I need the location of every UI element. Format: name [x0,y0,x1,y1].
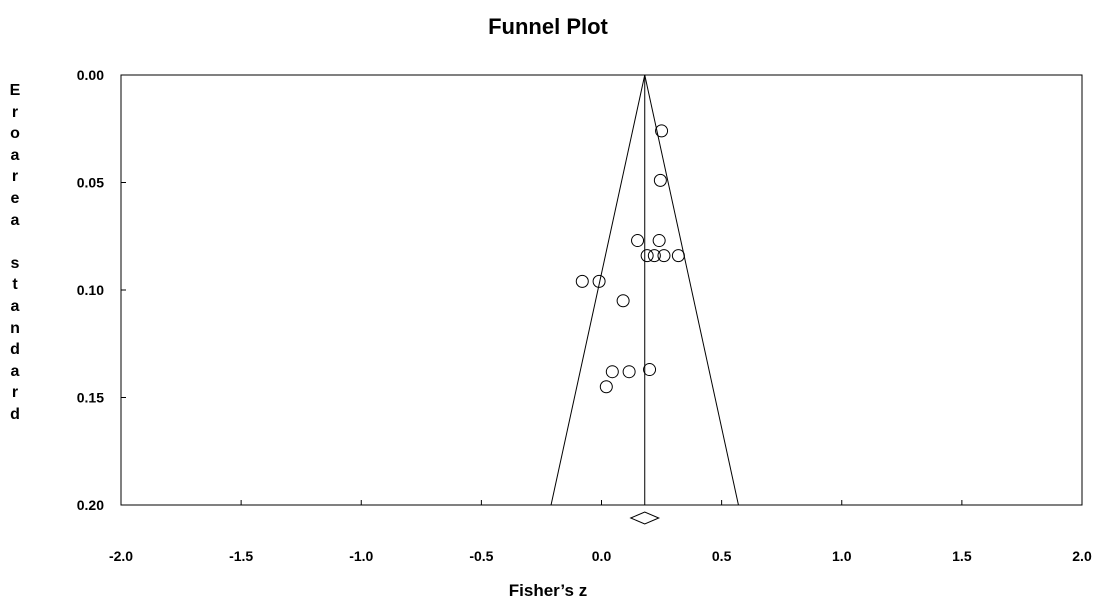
x-tick-label: -1.0 [349,548,373,564]
study-point [599,380,613,394]
study-point [657,249,671,263]
x-tick-label: 1.5 [952,548,972,564]
pooled-estimate-diamond [629,511,661,525]
study-point [653,173,667,187]
study-point [643,363,657,377]
study-point [640,249,654,263]
y-tick-label: 0.20 [77,497,104,513]
study-point [575,274,589,288]
study-point [631,234,645,248]
study-point [671,249,685,263]
study-point [592,274,606,288]
x-tick-label: 1.0 [832,548,852,564]
x-tick-label: 0.5 [712,548,732,564]
funnel-right-limit [644,74,739,506]
study-point [616,294,630,308]
y-tick-label: 0.00 [77,67,104,83]
plot-frame [120,74,1083,506]
study-point [622,365,636,379]
study-point [652,234,666,248]
x-tick-label: 2.0 [1072,548,1092,564]
y-axis-label: E r o a r e a s t a n d a r d [9,82,21,423]
y-tick-label: 0.05 [77,175,104,191]
study-point [605,365,619,379]
study-point [647,249,661,263]
x-tick-label: 0.0 [592,548,612,564]
study-point [655,124,669,138]
y-tick-label: 0.15 [77,390,104,406]
x-tick-label: -0.5 [469,548,493,564]
funnel-left-limit [550,74,646,506]
x-tick-label: -1.5 [229,548,253,564]
chart-title: Funnel Plot [488,14,608,39]
x-axis-label: Fisher’s z [508,581,588,600]
x-tick-label: -2.0 [109,548,133,564]
y-tick-label: 0.10 [77,282,104,298]
